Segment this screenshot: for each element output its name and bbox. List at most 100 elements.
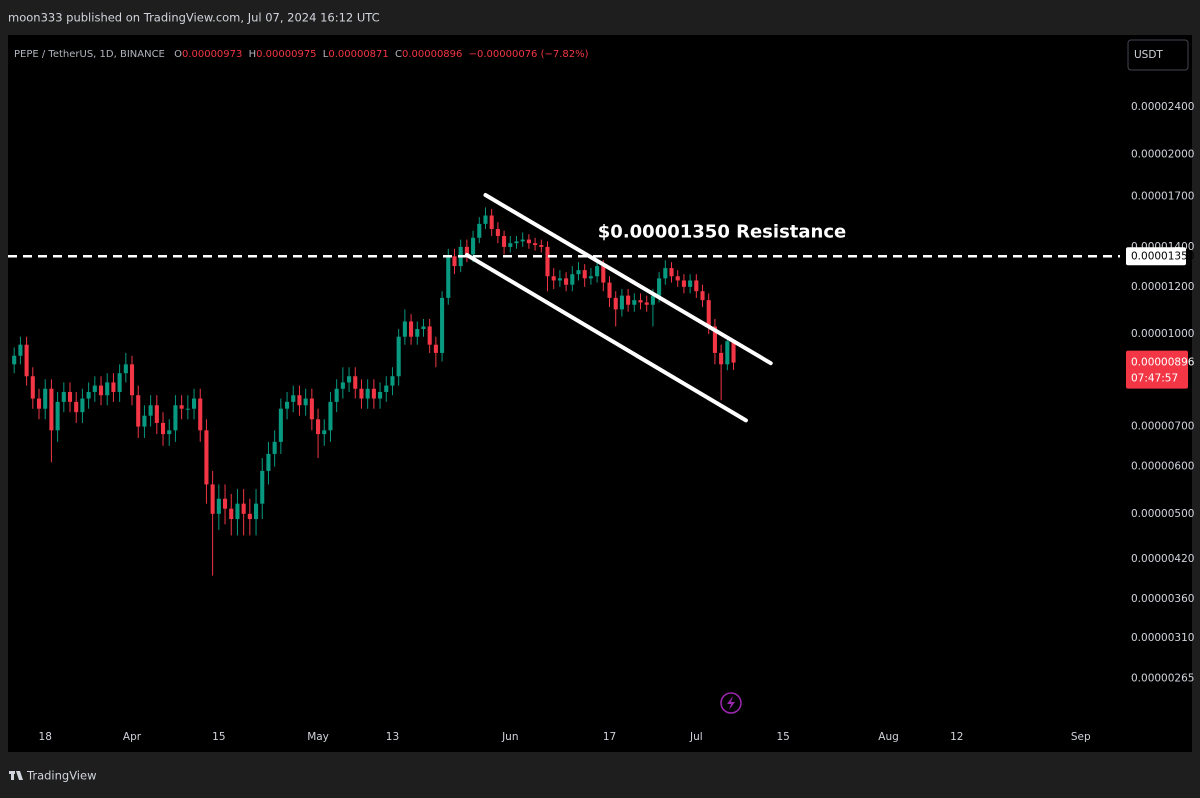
x-tick-label: 17 [603, 731, 616, 743]
y-tick-label: 0.00000310 [1131, 632, 1194, 644]
candle-body [222, 498, 228, 509]
candle-body [210, 484, 215, 514]
x-tick-label: Apr [123, 731, 142, 743]
candle-body [61, 391, 66, 402]
candle-body [260, 470, 265, 504]
candle-body [619, 295, 624, 310]
candle-body [508, 243, 513, 247]
channel-line [464, 252, 748, 423]
candle-body [440, 297, 445, 353]
candle-body [638, 300, 643, 303]
change: −0.00000076 (−7.82%) [469, 49, 589, 60]
y-tick-label: 0.00000265 [1131, 672, 1194, 684]
candle-body [601, 266, 606, 283]
candle-body [471, 237, 476, 255]
candle-body [402, 321, 407, 337]
candle-body [142, 415, 147, 427]
x-tick-label: 15 [212, 731, 225, 743]
header: PEPE / TetherUS, 1D, BINANCE O0.00000973… [14, 49, 589, 60]
candle-body [359, 388, 364, 399]
candle-body [570, 274, 575, 285]
candle-body [322, 430, 327, 435]
candle-body [191, 398, 197, 409]
ohlc-label: H [249, 49, 257, 60]
candle-body [551, 276, 556, 281]
channel-line [483, 193, 773, 366]
ohlc-value: 0.00000896 [402, 49, 462, 60]
candle-body [452, 256, 457, 267]
candle-body [446, 256, 451, 298]
candle-body [18, 344, 23, 356]
candle-body [533, 243, 538, 246]
candle-body [167, 430, 172, 435]
candle-body [613, 297, 618, 310]
candle-body [347, 376, 352, 383]
candle-body [148, 405, 153, 416]
symbol: PEPE / TetherUS, 1D, BINANCE [14, 49, 165, 60]
candle-body [43, 388, 48, 409]
y-tick-label: 0.00000360 [1131, 593, 1194, 605]
candle-body [297, 395, 302, 406]
candle-body [36, 398, 42, 409]
x-tick-label: Jun [501, 731, 518, 743]
y-tick-label: 0.00001700 [1131, 191, 1194, 203]
candle-body [526, 239, 531, 244]
candle-body [49, 388, 54, 431]
candle-body [421, 326, 426, 329]
candle-body [136, 395, 141, 427]
x-tick-label: 15 [776, 731, 789, 743]
candle-body [669, 268, 674, 277]
candle-body [483, 215, 488, 224]
currency[interactable]: USDT [1134, 49, 1163, 61]
candle-body [285, 401, 290, 409]
y-tick-label: 0.00000700 [1131, 421, 1194, 433]
candle-body [160, 422, 166, 435]
candle-body [409, 321, 414, 337]
candle-body [334, 388, 339, 402]
candle-body [86, 391, 91, 399]
x-tick-label: 18 [39, 731, 52, 743]
candle-body [204, 430, 209, 485]
candle-body [154, 405, 159, 423]
ohlc-label: L [323, 49, 329, 60]
candle-body [98, 385, 104, 396]
candle-body [650, 295, 655, 305]
candle-body [427, 326, 432, 345]
candle-body [253, 503, 259, 520]
event-icon[interactable] [720, 692, 742, 714]
candle-body [725, 341, 730, 365]
x-tick-label: Sep [1071, 731, 1091, 743]
candle-body [719, 352, 724, 365]
candle-body [712, 326, 717, 353]
candle-body [514, 241, 519, 244]
candle-body [278, 408, 283, 442]
y-tick-label: 0.00000420 [1131, 553, 1194, 565]
resistance-annotation: $0.00001350 Resistance [598, 221, 846, 242]
candle-body [353, 376, 358, 389]
countdown: 07:47:57 [1131, 373, 1178, 385]
candle-body [12, 355, 17, 365]
ohlc-value: 0.00000871 [328, 49, 388, 60]
candle-body [626, 295, 631, 305]
currency-button[interactable] [1127, 39, 1189, 71]
candle-body [607, 282, 612, 298]
candle-body [111, 382, 116, 392]
candle-body [557, 278, 562, 281]
candle-body [173, 405, 178, 431]
x-tick-label: Jul [689, 731, 703, 743]
candle-body [185, 408, 190, 410]
resistance-label-box [1126, 247, 1186, 266]
candle-body [539, 245, 544, 247]
candle-body [384, 385, 389, 392]
candle-body [309, 398, 314, 420]
candle-body [117, 373, 122, 392]
candle-body [216, 498, 221, 514]
price-label: 0.00000896 [1131, 357, 1195, 369]
event-icon-bolt [727, 696, 735, 710]
candle-body [489, 215, 494, 229]
y-tick-label: 0.00000500 [1131, 508, 1194, 520]
x-tick-label: May [307, 731, 329, 743]
logo-part [16, 771, 23, 780]
candle-body [495, 228, 500, 237]
